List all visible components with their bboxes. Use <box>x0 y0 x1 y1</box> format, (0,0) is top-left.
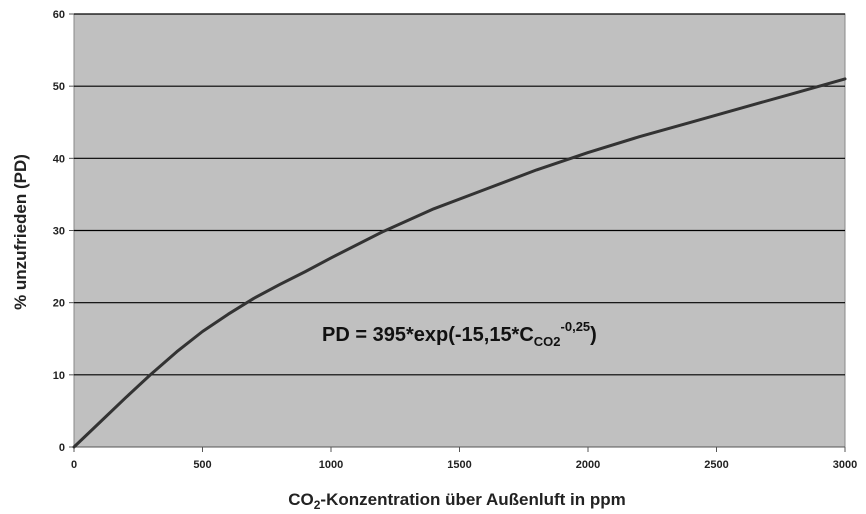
x-axis-title-post: -Konzentration über Außenluft in ppm <box>320 490 625 509</box>
x-axis-title: CO2-Konzentration über Außenluft in ppm <box>288 490 626 512</box>
formula-superscript: -0,25 <box>561 319 591 334</box>
x-tick-label-1000: 1000 <box>319 459 343 471</box>
x-tick-label-2000: 2000 <box>576 459 600 471</box>
y-tick-label-40: 40 <box>53 153 65 165</box>
x-tick-label-500: 500 <box>193 459 211 471</box>
gridlines <box>74 13 845 376</box>
pd-curve <box>72 77 847 449</box>
y-tick-label-10: 10 <box>53 370 65 382</box>
x-tick-label-2500: 2500 <box>704 459 728 471</box>
x-axis-title-pre: CO <box>288 490 314 509</box>
y-tick-label-60: 60 <box>53 9 65 21</box>
x-tick-label-0: 0 <box>71 459 77 471</box>
y-tick-label-0: 0 <box>59 442 65 454</box>
y-axis: 0 10 20 30 40 50 60 <box>53 9 74 454</box>
formula-subscript: CO2 <box>534 334 561 349</box>
x-axis: 0 500 1000 1500 2000 2500 3000 <box>71 446 857 471</box>
y-tick-label-50: 50 <box>53 81 65 93</box>
x-axis-title-subscript: 2 <box>314 498 321 512</box>
y-axis-title: % unzufrieden (PD) <box>11 154 30 310</box>
formula-main: PD = 395*exp(-15,15*C <box>322 324 534 346</box>
formula-annotation: PD = 395*exp(-15,15*CCO2-0,25) <box>322 319 597 349</box>
y-tick-label-20: 20 <box>53 298 65 310</box>
y-tick-label-30: 30 <box>53 226 65 238</box>
formula-close: ) <box>590 324 597 346</box>
x-tick-label-3000: 3000 <box>833 459 857 471</box>
x-tick-label-1500: 1500 <box>447 459 471 471</box>
